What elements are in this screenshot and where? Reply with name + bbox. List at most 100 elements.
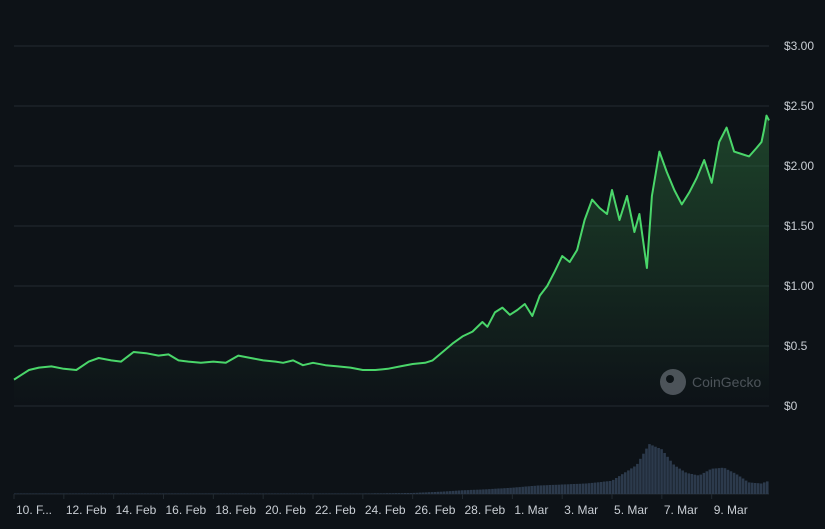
volume-bar: [204, 493, 207, 494]
x-tick-label: 16. Feb: [166, 503, 207, 517]
volume-bar: [165, 493, 168, 494]
volume-bar: [497, 488, 500, 494]
volume-bar: [551, 484, 555, 494]
volume-bar: [424, 492, 428, 494]
volume-bar: [545, 485, 549, 494]
volume-bar: [149, 493, 153, 494]
volume-bar: [328, 493, 331, 494]
volume-bar: [461, 490, 464, 494]
volume-bar: [596, 482, 600, 494]
volume-bar: [98, 493, 102, 494]
volume-bar: [717, 468, 721, 494]
volume-bar: [291, 493, 295, 494]
volume-bar: [35, 493, 38, 494]
price-series-line[interactable]: [13, 114, 770, 381]
volume-bar: [316, 493, 319, 494]
volume-bar: [213, 493, 216, 494]
volume-bar: [162, 493, 165, 494]
x-tick-label: 3. Mar: [564, 503, 598, 517]
volume-bar: [684, 472, 687, 494]
volume-bar: [297, 493, 301, 494]
volume-bar: [590, 482, 594, 494]
volume-bar: [216, 493, 219, 494]
volume-bar: [627, 470, 630, 494]
volume-bar: [282, 493, 286, 494]
volume-bar: [285, 493, 289, 494]
volume-bar: [593, 482, 597, 494]
volume-bar: [382, 493, 385, 494]
volume-bar: [146, 493, 150, 494]
volume-bar: [488, 489, 491, 494]
volume-bar: [358, 493, 361, 494]
x-tick-label: 10. F...: [16, 503, 52, 517]
volume-bar: [515, 487, 518, 494]
volume-bar: [171, 493, 174, 494]
x-tick-label: 26. Feb: [415, 503, 456, 517]
volume-bar: [479, 489, 482, 494]
volume-bar: [470, 489, 473, 494]
volume-bar: [240, 493, 244, 494]
volume-bar: [83, 493, 87, 494]
volume-bar: [237, 493, 241, 494]
volume-bar: [563, 484, 567, 494]
volume-bar: [140, 493, 144, 494]
volume-bar: [59, 493, 62, 494]
coingecko-logo-icon: [660, 369, 686, 395]
volume-bar: [53, 493, 56, 494]
volume-bar: [506, 488, 509, 494]
volume-bar: [77, 493, 80, 494]
volume-bar: [412, 492, 416, 494]
volume-bar: [137, 493, 141, 494]
volume-bar: [521, 486, 524, 494]
volume-bar: [249, 493, 253, 494]
volume-bar: [702, 472, 706, 494]
y-tick-label: $1.00: [784, 279, 814, 293]
volume-bar: [720, 467, 724, 494]
volume-bar: [400, 493, 404, 494]
volume-bar: [261, 493, 265, 494]
volume-bar: [621, 474, 624, 494]
volume-bar: [313, 493, 316, 494]
y-axis: $3.00 $2.50 $2.00 $1.50 $1.00 $0.5 $0: [784, 39, 814, 413]
volume-bar: [89, 493, 93, 494]
volume-bar: [65, 493, 68, 494]
volume-bar: [20, 493, 23, 494]
x-tick-label: 28. Feb: [465, 503, 506, 517]
volume-bar: [388, 493, 392, 494]
volume-bar: [615, 478, 618, 494]
volume-bar: [605, 481, 609, 494]
volume-bar: [128, 493, 132, 494]
volume-bar: [473, 489, 476, 494]
volume-bar: [578, 483, 582, 494]
volume-bar: [255, 493, 259, 494]
volume-bar: [29, 493, 32, 494]
volume-bar: [753, 483, 757, 494]
volume-bar: [207, 493, 210, 494]
volume-bar: [201, 493, 204, 494]
volume-bar: [394, 493, 398, 494]
volume-bar: [618, 476, 621, 494]
volume-bar: [319, 493, 322, 494]
volume-bar: [729, 471, 733, 494]
volume-bar: [678, 468, 681, 494]
x-tick-label: 12. Feb: [66, 503, 107, 517]
volume-bar: [464, 490, 467, 494]
volume-bar: [608, 481, 612, 494]
price-area-fill: [14, 115, 769, 406]
volume-bar: [723, 468, 727, 494]
volume-bar: [536, 485, 540, 494]
volume-bar: [47, 493, 50, 494]
volume-bar: [228, 493, 231, 494]
volume-bar: [557, 484, 561, 494]
volume-bar: [708, 469, 712, 494]
volume-bar: [198, 493, 201, 494]
volume-bar: [599, 482, 603, 494]
volume-bar: [575, 483, 579, 494]
volume-bar: [101, 493, 105, 494]
volume-bar: [714, 468, 718, 494]
volume-bar: [113, 493, 117, 494]
volume-bar: [310, 493, 313, 494]
volume-bar: [303, 493, 307, 494]
volume-bar: [116, 493, 120, 494]
